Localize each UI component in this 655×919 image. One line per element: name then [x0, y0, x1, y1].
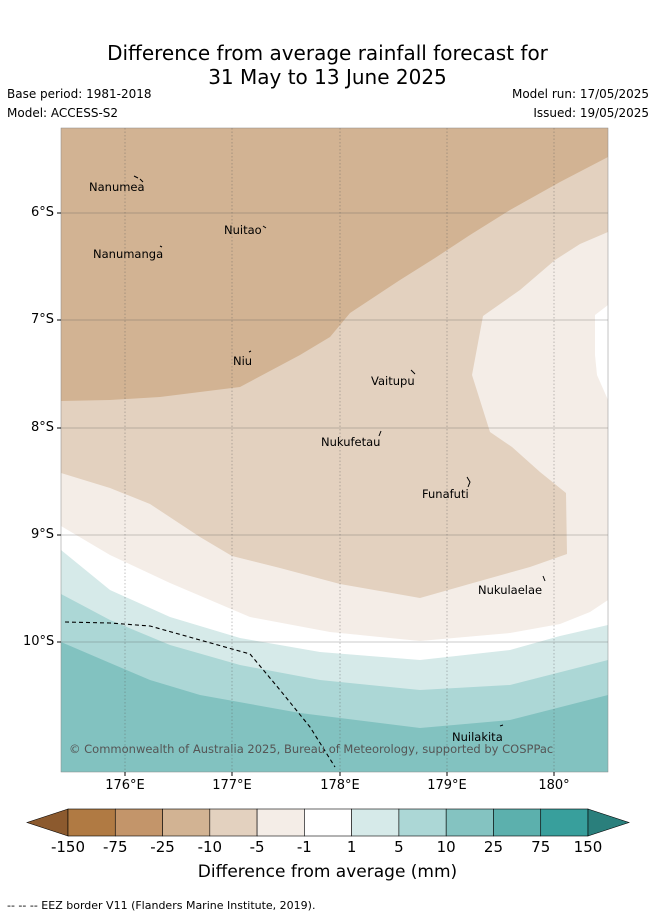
colorbar-extend-high [587, 808, 630, 837]
colorbar-extend-low [26, 808, 69, 837]
colorbar-segment [67, 808, 116, 837]
colorbar-segment [351, 808, 400, 837]
nukufetau-island-icon [378, 430, 382, 437]
island-label-nuilakita: Nuilakita [452, 730, 503, 744]
colorbar-segment [398, 808, 447, 837]
colorbar-tick-label: 5 [394, 838, 404, 856]
colorbar-tick-label: 150 [573, 838, 603, 856]
island-label-funafuti: Funafuti [422, 487, 469, 501]
colorbar-segment [445, 808, 494, 837]
nuilakita-island-icon [499, 724, 504, 727]
issued-date: Issued: 19/05/2025 [533, 106, 649, 120]
colorbar-segment [162, 808, 211, 837]
contour-neg25-neg10 [61, 128, 608, 401]
lat-label: 8°S [31, 420, 55, 435]
map-frame [60, 127, 609, 773]
nukulaelae-island-icon [542, 575, 546, 582]
island-label-nanumea: Nanumea [89, 180, 145, 194]
map-contours [61, 128, 608, 772]
lon-label: 179°E [427, 778, 467, 793]
colorbar-tick-label: -1 [296, 838, 312, 856]
colorbar-tick-label: 75 [531, 838, 551, 856]
eez-border [64, 621, 336, 768]
funafuti-island-icon [466, 476, 471, 488]
title-line-1: Difference from average rainfall forecas… [107, 41, 548, 65]
nuitao-island-icon [262, 225, 267, 229]
colorbar-tick-label: -150 [50, 838, 86, 856]
colorbar-segment [304, 808, 352, 837]
base-period: Base period: 1981-2018 [7, 87, 152, 101]
colorbar-segment [540, 808, 589, 837]
colorbar-segment [114, 808, 163, 837]
island-label-nuitao: Nuitao [224, 223, 262, 237]
island-label-niu: Niu [233, 354, 253, 368]
eez-footnote: -- -- -- EEZ border V11 (Flanders Marine… [7, 899, 316, 912]
island-shapes [133, 175, 546, 727]
nanumea-island-icon [133, 175, 144, 183]
lat-label: 7°S [31, 312, 55, 327]
island-label-vaitupu: Vaitupu [371, 374, 415, 388]
contour-white-patch [595, 305, 608, 400]
lon-label: 176°E [105, 778, 145, 793]
colorbar-tick-label: -10 [197, 838, 223, 856]
colorbar-tick-label: -75 [103, 838, 128, 856]
lon-label: 180° [538, 778, 570, 793]
colorbar-tick-label: -5 [249, 838, 265, 856]
colorbar-tick-label: 10 [436, 838, 456, 856]
tick-marks [57, 212, 555, 776]
niu-island-icon [248, 350, 252, 353]
lon-label: 177°E [212, 778, 252, 793]
island-label-nanumanga: Nanumanga [93, 247, 164, 261]
colorbar-tick-label: 25 [483, 838, 503, 856]
gridlines [61, 128, 608, 772]
lat-label: 10°S [23, 634, 55, 649]
lat-label: 9°S [31, 527, 55, 542]
copyright-notice: © Commonwealth of Australia 2025, Bureau… [69, 742, 554, 756]
lon-label: 178°E [320, 778, 360, 793]
island-label-nukufetau: Nukufetau [321, 435, 381, 449]
colorbar-tick-label: -25 [150, 838, 175, 856]
island-label-nukulaelae: Nukulaelae [478, 583, 543, 597]
model-run: Model run: 17/05/2025 [511, 87, 649, 101]
colorbar-segment [493, 808, 542, 837]
colorbar-title: Difference from average (mm) [197, 862, 458, 882]
title-line-2: 31 May to 13 June 2025 [208, 65, 447, 89]
nanumanga-island-icon [159, 245, 163, 248]
colorbar [26, 808, 630, 837]
model-name: Model: ACCESS-S2 [7, 106, 119, 120]
colorbar-segment [256, 808, 305, 837]
vaitupu-island-icon [410, 369, 416, 375]
colorbar-tick-label: 1 [346, 838, 357, 856]
colorbar-segment [209, 808, 258, 837]
lat-label: 6°S [31, 205, 55, 220]
